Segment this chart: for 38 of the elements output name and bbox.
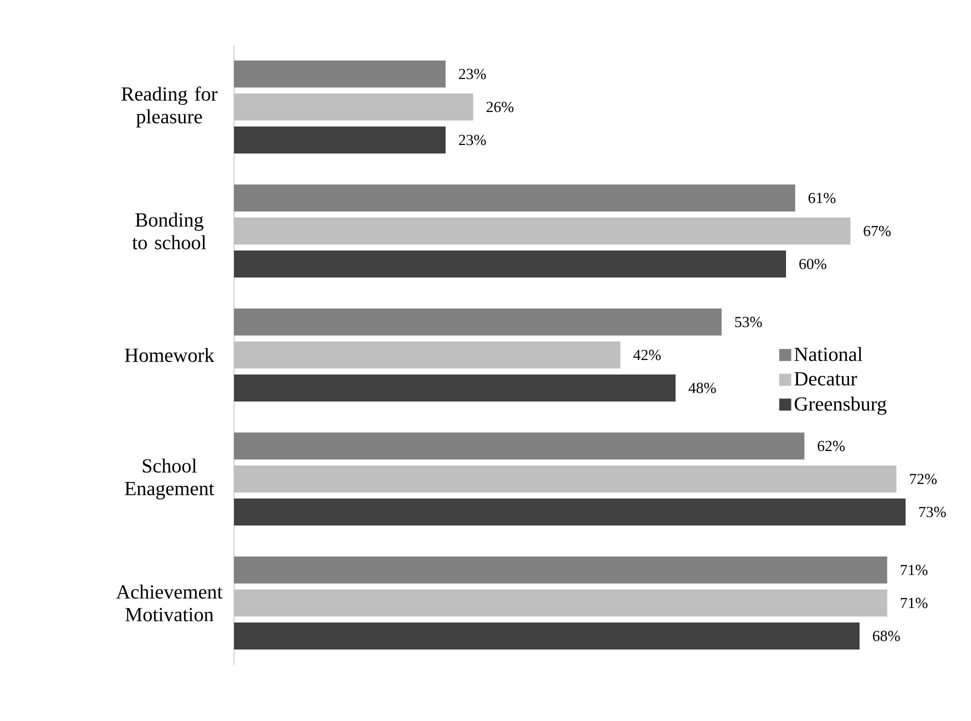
y-tick-label: School Enagement — [124, 458, 214, 500]
bar — [234, 60, 446, 88]
data-label: 71% — [900, 598, 928, 608]
bar — [234, 250, 786, 278]
y-tick-label: Achievement Motivation — [116, 584, 222, 622]
data-label: 61% — [808, 192, 836, 204]
y-tick-label: Reading for pleasure — [122, 86, 218, 128]
data-label: 42% — [633, 350, 661, 360]
bar — [234, 308, 722, 336]
bar — [234, 341, 620, 368]
bar — [234, 184, 796, 212]
bar — [234, 498, 906, 526]
bar — [234, 465, 896, 492]
data-label: 73% — [919, 506, 946, 518]
legend-label: Greensburg — [794, 396, 886, 415]
legend-label: National — [794, 347, 862, 362]
data-label: 62% — [818, 440, 845, 452]
legend-label: Decatur — [794, 372, 858, 386]
data-label: 60% — [799, 258, 826, 270]
data-label: 53% — [735, 316, 762, 328]
bar — [234, 94, 474, 120]
bar — [234, 589, 888, 616]
data-label: 23% — [458, 134, 486, 146]
bar — [234, 374, 676, 402]
data-label: 67% — [864, 226, 891, 236]
bar — [234, 622, 860, 650]
data-label: 48% — [688, 382, 716, 394]
data-label: 26% — [486, 102, 514, 112]
bar — [234, 126, 446, 154]
data-label: 23% — [458, 68, 486, 80]
bar — [234, 218, 850, 244]
bar — [234, 432, 804, 460]
y-tick-label: Homework — [124, 348, 214, 362]
bar — [234, 556, 888, 584]
data-label: 71% — [900, 564, 928, 576]
y-tick-label: Bonding to school — [132, 212, 206, 250]
data-label: 72% — [910, 474, 937, 484]
data-label: 68% — [872, 630, 900, 642]
